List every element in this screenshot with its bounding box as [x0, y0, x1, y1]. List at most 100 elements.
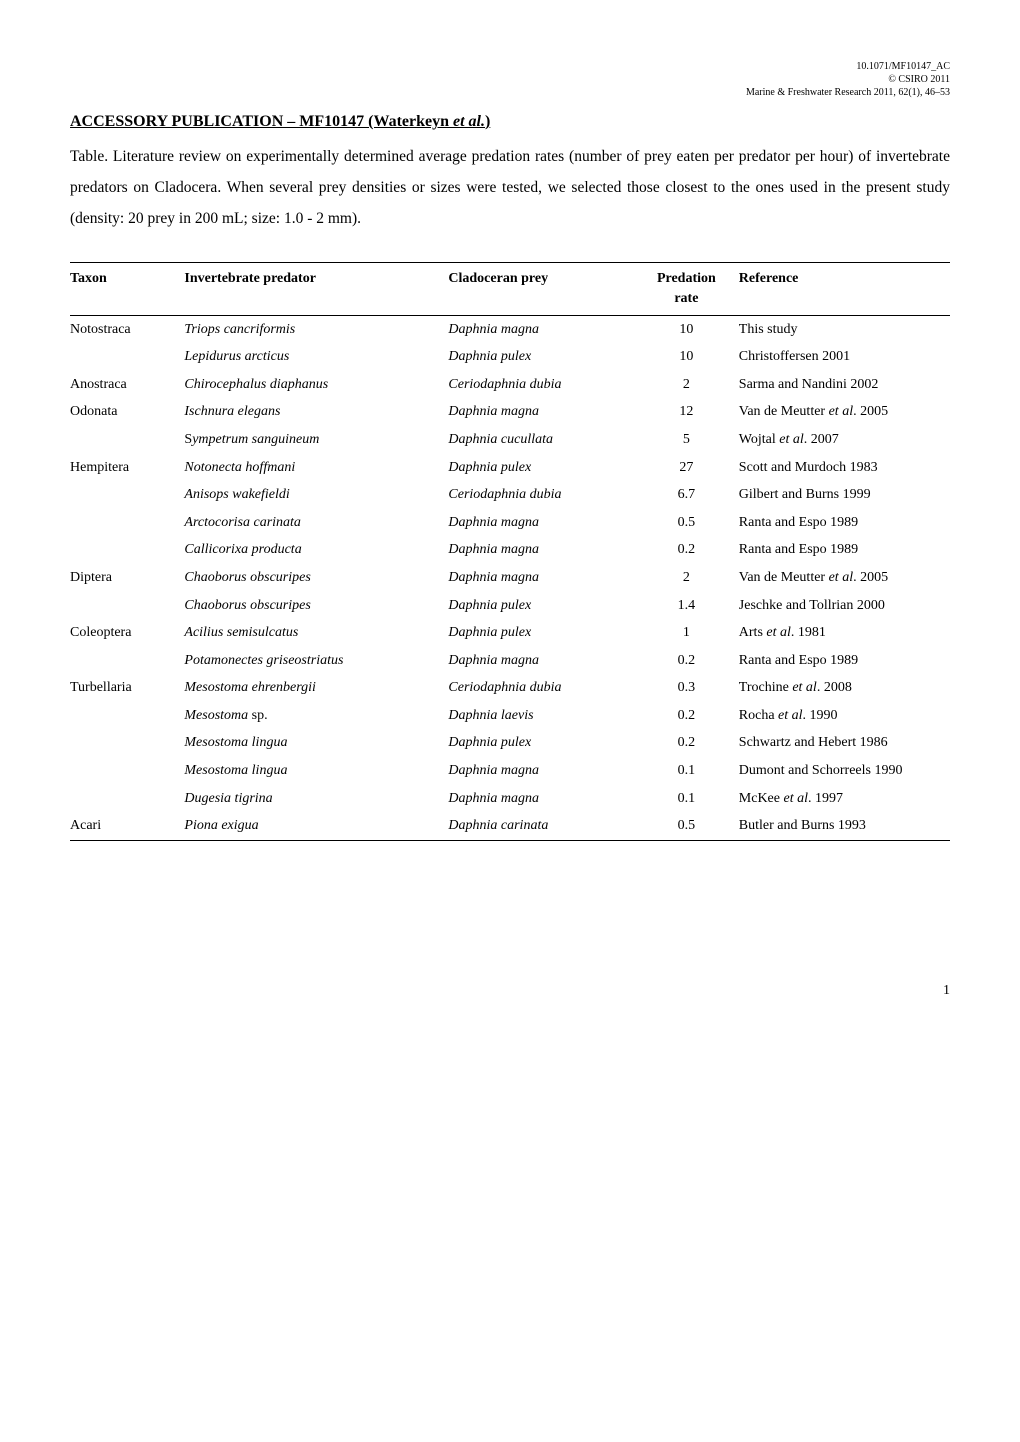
table-row: Potamonectes griseostriatusDaphnia magna… [70, 647, 950, 675]
table-row: HempiteraNotonecta hoffmaniDaphnia pulex… [70, 454, 950, 482]
cell-reference: Dumont and Schorreels 1990 [739, 757, 950, 785]
cell-taxon [70, 757, 184, 785]
cell-predator: Chaoborus obscuripes [184, 592, 448, 620]
title-suffix: ) [485, 113, 490, 130]
header-prey: Cladoceran prey [448, 263, 642, 315]
table-row: Lepidurus arcticusDaphnia pulex10Christo… [70, 343, 950, 371]
table-row: Mesostoma sp.Daphnia laevis0.2Rocha et a… [70, 702, 950, 730]
table-row: AcariPiona exiguaDaphnia carinata0.5Butl… [70, 812, 950, 840]
cell-prey: Daphnia pulex [448, 454, 642, 482]
cell-predator: Callicorixa producta [184, 536, 448, 564]
cell-prey: Daphnia carinata [448, 812, 642, 840]
cell-prey: Daphnia pulex [448, 592, 642, 620]
cell-taxon [70, 647, 184, 675]
cell-taxon [70, 426, 184, 454]
cell-predator: Notonecta hoffmani [184, 454, 448, 482]
cell-prey: Daphnia magna [448, 509, 642, 537]
table-body: NotostracaTriops cancriformisDaphnia mag… [70, 315, 950, 840]
table-row: Dugesia tigrinaDaphnia magna0.1McKee et … [70, 785, 950, 813]
copyright-text: © CSIRO 2011 [70, 73, 950, 86]
cell-rate: 0.5 [642, 509, 739, 537]
title-prefix: ACCESSORY PUBLICATION – MF10147 (Waterke… [70, 113, 453, 130]
cell-predator: Sympetrum sanguineum [184, 426, 448, 454]
cell-taxon [70, 592, 184, 620]
cell-prey: Daphnia magna [448, 757, 642, 785]
cell-predator: Acilius semisulcatus [184, 619, 448, 647]
cell-reference: Trochine et al. 2008 [739, 674, 950, 702]
cell-taxon [70, 729, 184, 757]
cell-prey: Daphnia magna [448, 564, 642, 592]
cell-rate: 1 [642, 619, 739, 647]
table-header-row: Taxon Invertebrate predator Cladoceran p… [70, 263, 950, 315]
cell-taxon: Turbellaria [70, 674, 184, 702]
cell-rate: 2 [642, 371, 739, 399]
cell-reference: Ranta and Espo 1989 [739, 509, 950, 537]
page-title: ACCESSORY PUBLICATION – MF10147 (Waterke… [70, 111, 950, 133]
cell-prey: Ceriodaphnia dubia [448, 481, 642, 509]
cell-rate: 2 [642, 564, 739, 592]
cell-reference: McKee et al. 1997 [739, 785, 950, 813]
cell-prey: Daphnia magna [448, 398, 642, 426]
cell-rate: 12 [642, 398, 739, 426]
cell-prey: Daphnia magna [448, 315, 642, 343]
cell-predator: Anisops wakefieldi [184, 481, 448, 509]
doi-text: 10.1071/MF10147_AC [70, 60, 950, 73]
cell-reference: Van de Meutter et al. 2005 [739, 398, 950, 426]
cell-rate: 0.2 [642, 647, 739, 675]
cell-rate: 0.1 [642, 757, 739, 785]
cell-rate: 0.3 [642, 674, 739, 702]
cell-prey: Daphnia cucullata [448, 426, 642, 454]
cell-prey: Daphnia magna [448, 785, 642, 813]
header-meta: 10.1071/MF10147_AC © CSIRO 2011 Marine &… [70, 60, 950, 99]
cell-prey: Daphnia laevis [448, 702, 642, 730]
cell-rate: 0.2 [642, 536, 739, 564]
header-taxon: Taxon [70, 263, 184, 315]
cell-taxon: Acari [70, 812, 184, 840]
cell-rate: 0.2 [642, 729, 739, 757]
cell-predator: Mesostoma ehrenbergii [184, 674, 448, 702]
cell-rate: 5 [642, 426, 739, 454]
cell-taxon: Coleoptera [70, 619, 184, 647]
page-number: 1 [70, 981, 950, 1001]
table-row: DipteraChaoborus obscuripesDaphnia magna… [70, 564, 950, 592]
cell-predator: Mesostoma sp. [184, 702, 448, 730]
table-row: Callicorixa productaDaphnia magna0.2Rant… [70, 536, 950, 564]
cell-taxon: Anostraca [70, 371, 184, 399]
table-row: OdonataIschnura elegansDaphnia magna12Va… [70, 398, 950, 426]
cell-predator: Triops cancriformis [184, 315, 448, 343]
table-row: NotostracaTriops cancriformisDaphnia mag… [70, 315, 950, 343]
cell-taxon [70, 481, 184, 509]
cell-prey: Daphnia pulex [448, 729, 642, 757]
cell-reference: Christoffersen 2001 [739, 343, 950, 371]
table-row: TurbellariaMesostoma ehrenbergiiCeriodap… [70, 674, 950, 702]
cell-taxon: Odonata [70, 398, 184, 426]
cell-rate: 0.1 [642, 785, 739, 813]
cell-predator: Chirocephalus diaphanus [184, 371, 448, 399]
header-rate-line2: rate [674, 291, 698, 306]
cell-rate: 0.2 [642, 702, 739, 730]
citation-text: Marine & Freshwater Research 2011, 62(1)… [70, 86, 950, 99]
cell-taxon [70, 536, 184, 564]
cell-predator: Mesostoma lingua [184, 757, 448, 785]
table-row: Sympetrum sanguineumDaphnia cucullata5Wo… [70, 426, 950, 454]
cell-taxon [70, 343, 184, 371]
cell-reference: This study [739, 315, 950, 343]
cell-prey: Daphnia magna [448, 536, 642, 564]
cell-taxon [70, 702, 184, 730]
cell-reference: Schwartz and Hebert 1986 [739, 729, 950, 757]
predation-table: Taxon Invertebrate predator Cladoceran p… [70, 262, 950, 840]
cell-taxon [70, 509, 184, 537]
header-predator: Invertebrate predator [184, 263, 448, 315]
header-rate-line1: Predation [657, 271, 716, 286]
cell-prey: Daphnia pulex [448, 619, 642, 647]
table-row: Chaoborus obscuripesDaphnia pulex1.4Jesc… [70, 592, 950, 620]
cell-rate: 27 [642, 454, 739, 482]
header-reference: Reference [739, 263, 950, 315]
cell-predator: Potamonectes griseostriatus [184, 647, 448, 675]
cell-reference: Ranta and Espo 1989 [739, 536, 950, 564]
cell-reference: Jeschke and Tollrian 2000 [739, 592, 950, 620]
cell-reference: Van de Meutter et al. 2005 [739, 564, 950, 592]
cell-taxon [70, 785, 184, 813]
cell-reference: Gilbert and Burns 1999 [739, 481, 950, 509]
table-row: AnostracaChirocephalus diaphanusCeriodap… [70, 371, 950, 399]
